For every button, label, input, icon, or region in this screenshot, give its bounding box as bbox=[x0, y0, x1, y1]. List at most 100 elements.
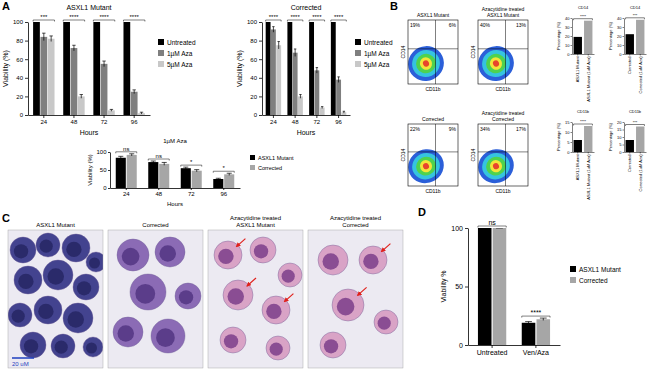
cell bbox=[266, 336, 290, 360]
bar bbox=[101, 64, 108, 115]
density-plot: Azacytidine treatedASXL1 MutantCD11bCD14… bbox=[470, 6, 528, 93]
bar bbox=[574, 37, 582, 54]
error-bar bbox=[102, 61, 105, 67]
x-tick-label: ASXL1 Mutant (1uM Aza) bbox=[586, 56, 591, 102]
micrograph: Azacytidine treatedCorrected bbox=[308, 215, 403, 369]
y-tick-label: 100 bbox=[96, 149, 107, 155]
y-tick: 0 bbox=[567, 52, 572, 57]
x-tick-mark bbox=[273, 115, 274, 118]
density-contour bbox=[418, 55, 434, 72]
x-axis: 24487296 bbox=[111, 188, 241, 197]
error-bar bbox=[151, 161, 156, 163]
y-tick-label: 15 bbox=[565, 120, 570, 125]
legend-label: Corrected bbox=[579, 277, 608, 284]
cell bbox=[73, 274, 99, 300]
cell bbox=[34, 296, 62, 324]
y-tick-label: 40 bbox=[565, 16, 570, 21]
cell-nucleus bbox=[122, 248, 140, 266]
error-bar bbox=[49, 36, 52, 42]
error-bar-cap bbox=[227, 173, 232, 174]
y-tick: 0 bbox=[254, 112, 262, 118]
y-tick: 15 bbox=[617, 127, 624, 132]
cell-nucleus bbox=[68, 311, 85, 328]
y-tick-label: 0 bbox=[567, 52, 570, 57]
panel-label: C bbox=[2, 212, 10, 224]
significance-bracket bbox=[266, 20, 281, 22]
x-tick-mark bbox=[629, 54, 630, 56]
density-contour bbox=[488, 158, 504, 174]
cell-nucleus bbox=[218, 249, 233, 264]
y-tick-label: 40 bbox=[617, 16, 622, 21]
bar bbox=[127, 155, 137, 188]
legend-label: Corrected bbox=[258, 165, 282, 171]
error-bar bbox=[267, 22, 269, 23]
y-tick: 60 bbox=[250, 57, 262, 63]
x-tick-label: 72 bbox=[314, 119, 321, 125]
error-bar-cap bbox=[321, 106, 323, 107]
x-tick-label: 72 bbox=[101, 119, 108, 125]
micrograph-background bbox=[8, 230, 103, 368]
y-tick: 40 bbox=[250, 75, 262, 81]
y-axis: 020406080100 bbox=[247, 19, 263, 118]
x-tick-mark bbox=[223, 188, 224, 190]
y-tick-mark bbox=[623, 18, 625, 19]
x-tick-label: 24 bbox=[270, 119, 277, 125]
y-axis: 050100 bbox=[451, 225, 468, 349]
cell bbox=[155, 237, 185, 267]
y-axis: 010203040 bbox=[617, 16, 624, 57]
bar bbox=[293, 53, 298, 115]
legend: Untreated1µM Aza5µM Aza bbox=[158, 39, 196, 69]
x-axis-title: Hours bbox=[167, 201, 183, 207]
cell-nucleus bbox=[337, 298, 355, 316]
bar bbox=[148, 162, 158, 188]
error-bar-cap bbox=[151, 161, 156, 162]
x-tick: Corrected (1uM Aza) bbox=[638, 54, 643, 93]
error-bar-cap bbox=[525, 321, 532, 322]
panel-label: D bbox=[418, 206, 426, 218]
error-bar bbox=[343, 111, 345, 113]
y-tick-label: 20 bbox=[617, 34, 622, 39]
error-bar-cap bbox=[337, 76, 339, 77]
y-tick-mark bbox=[108, 152, 110, 153]
legend-label: Untreated bbox=[167, 39, 196, 46]
error-bar bbox=[316, 68, 318, 74]
y-tick: 10 bbox=[565, 43, 572, 48]
bar-chart: 010203040ASXL1 MutantASXL1 Mutant (1uM A… bbox=[556, 5, 595, 102]
y-tick: 0 bbox=[567, 150, 572, 155]
x-tick-label: 48 bbox=[155, 191, 162, 197]
gate-line bbox=[435, 124, 436, 186]
bar bbox=[574, 140, 582, 152]
error-bar bbox=[299, 95, 301, 99]
significance-label: **** bbox=[580, 119, 587, 124]
panel-label: A bbox=[2, 0, 10, 12]
error-bar-cap bbox=[289, 22, 291, 23]
x-tick: ASXL1 Mutant bbox=[575, 54, 580, 82]
error-bar-stem bbox=[278, 42, 279, 49]
error-bar-cap bbox=[272, 26, 274, 27]
legend-swatch bbox=[158, 39, 164, 45]
error-bar-cap bbox=[343, 111, 345, 112]
chart-title: ASXL1 Mutant bbox=[417, 12, 450, 18]
density-contour bbox=[478, 45, 514, 81]
x-tick: 24 bbox=[270, 115, 277, 125]
significance-bracket bbox=[331, 20, 346, 22]
significance-bracket bbox=[626, 125, 645, 127]
error-bar-cap bbox=[332, 22, 334, 23]
error-bar-stem bbox=[73, 45, 74, 51]
y-axis-title: Viability (%) bbox=[236, 50, 244, 87]
chart-title: Azacytidine treated bbox=[482, 6, 525, 12]
x-axis-line bbox=[625, 152, 647, 153]
x-tick-label: 96 bbox=[220, 191, 227, 197]
error-bar-cap bbox=[540, 318, 547, 319]
error-bar-cap bbox=[267, 22, 269, 23]
y-axis-title: Percentage (%) bbox=[608, 122, 613, 150]
x-axis-title: CD11b bbox=[495, 86, 510, 92]
density-contour bbox=[483, 154, 509, 179]
error-bar-stem bbox=[300, 95, 301, 99]
y-tick-mark bbox=[571, 132, 573, 133]
error-bar-cap bbox=[183, 167, 188, 168]
cell-nucleus bbox=[324, 339, 338, 353]
x-tick-mark bbox=[492, 345, 493, 348]
bar bbox=[626, 34, 634, 54]
gate-line bbox=[505, 124, 506, 186]
